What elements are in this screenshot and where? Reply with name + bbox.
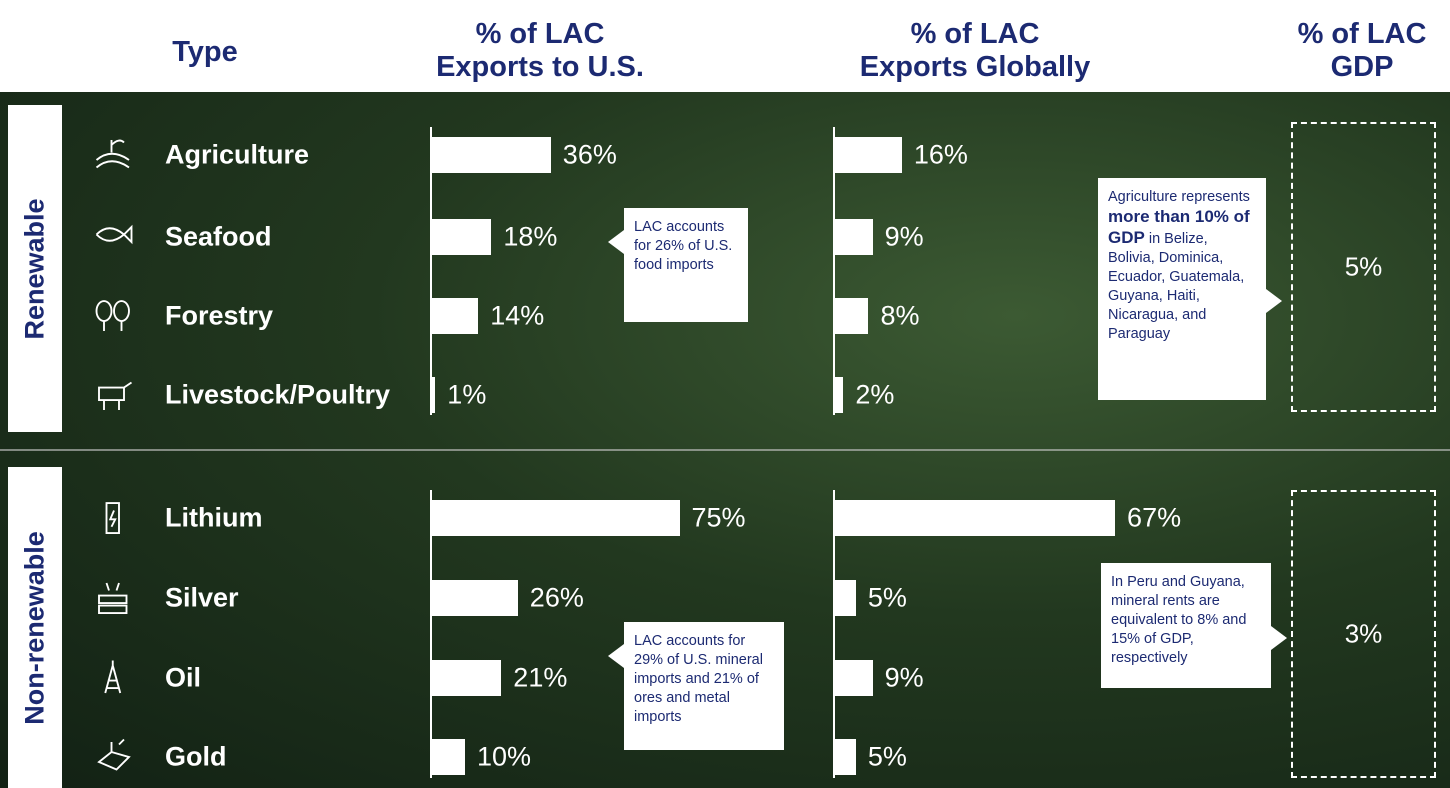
- icon: [95, 139, 130, 169]
- type-header: Type: [172, 36, 238, 68]
- value-label: 9%: [884, 662, 924, 693]
- gdp-value: 3%: [1344, 618, 1383, 649]
- category-label: Gold: [165, 741, 227, 772]
- bar: [432, 660, 502, 696]
- gdp-value: 5%: [1344, 251, 1383, 282]
- column-header-line: % of LAC: [910, 18, 1040, 50]
- value-label: 9%: [884, 221, 924, 252]
- bar: [432, 377, 436, 413]
- icon: [98, 381, 133, 410]
- bar: [432, 219, 492, 255]
- callout-text: In Peru and Guyana, mineral rents are eq…: [1111, 574, 1247, 666]
- category-label: Lithium: [165, 502, 263, 533]
- gdp-box: 5%: [1291, 122, 1436, 412]
- bar: [432, 137, 551, 173]
- column-header-line: Exports to U.S.: [436, 51, 644, 83]
- column-header-line: Exports Globally: [859, 51, 1091, 83]
- icon: [98, 582, 128, 614]
- axis-line: [430, 490, 432, 778]
- bar: [835, 660, 873, 696]
- value-label: 75%: [691, 502, 746, 533]
- callout: Agriculture represents more than 10% of …: [1098, 178, 1282, 400]
- value-label: 67%: [1127, 502, 1182, 533]
- callout: In Peru and Guyana, mineral rents are eq…: [1101, 563, 1287, 688]
- section-label: Renewable: [19, 197, 50, 340]
- axis-line: [430, 127, 432, 415]
- separator: [0, 449, 1450, 451]
- header-band: [0, 0, 1450, 92]
- value-label: 26%: [529, 582, 584, 613]
- value-label: 10%: [477, 741, 532, 772]
- callout-text: more than 10% of GDP: [1108, 207, 1250, 247]
- axis-line: [833, 490, 835, 778]
- callout-text: in Belize, Bolivia, Dominica, Ecuador, G…: [1108, 231, 1245, 342]
- column-header-line: % of LAC: [475, 18, 605, 50]
- category-label: Livestock/Poultry: [165, 379, 391, 410]
- column-header-line: GDP: [1330, 51, 1394, 83]
- category-label: Oil: [165, 662, 202, 693]
- callout-text: Agriculture represents: [1108, 189, 1250, 205]
- bar: [835, 219, 873, 255]
- value-label: 8%: [880, 300, 920, 331]
- value-label: 14%: [490, 300, 545, 331]
- category-label: Seafood: [165, 221, 272, 252]
- column-header: % of LAC GDP: [1202, 18, 1450, 84]
- icon: [97, 738, 131, 771]
- gdp-box: 3%: [1291, 490, 1436, 778]
- value-label: 5%: [867, 582, 907, 613]
- icon: [105, 502, 120, 534]
- icon: [104, 660, 122, 694]
- bar: [835, 580, 856, 616]
- callout-text: LAC accounts for 29% of U.S. mineral imp…: [634, 633, 763, 725]
- column-header-line: % of LAC: [1297, 18, 1427, 50]
- bar: [432, 500, 680, 536]
- value-label: 16%: [913, 139, 968, 170]
- callout-text: LAC accounts for 26% of U.S. food import…: [634, 219, 733, 273]
- column-header: % of LAC Exports to U.S.: [380, 18, 700, 84]
- section-band: Non-renewable: [8, 467, 62, 788]
- value-label: 5%: [867, 741, 907, 772]
- bar: [432, 739, 465, 775]
- category-label: Agriculture: [165, 139, 310, 170]
- value-label: 21%: [513, 662, 568, 693]
- bar: [432, 580, 518, 616]
- icon: [95, 224, 133, 245]
- callout: LAC accounts for 29% of U.S. mineral imp…: [608, 622, 784, 750]
- callout: LAC accounts for 26% of U.S. food import…: [608, 208, 748, 322]
- category-label: Silver: [165, 582, 239, 613]
- category-label: Forestry: [165, 300, 274, 331]
- bar: [835, 377, 844, 413]
- bar: [835, 137, 902, 173]
- bar: [432, 298, 479, 334]
- section-label: Non-renewable: [19, 530, 50, 725]
- bar: [835, 739, 856, 775]
- value-label: 2%: [855, 379, 895, 410]
- axis-line: [833, 127, 835, 415]
- value-label: 18%: [503, 221, 558, 252]
- bar: [835, 500, 1116, 536]
- column-header: % of LAC Exports Globally: [815, 18, 1135, 84]
- icon: [95, 300, 130, 331]
- bar: [835, 298, 869, 334]
- value-label: 1%: [447, 379, 487, 410]
- section-band: Renewable: [8, 105, 62, 432]
- value-label: 36%: [562, 139, 617, 170]
